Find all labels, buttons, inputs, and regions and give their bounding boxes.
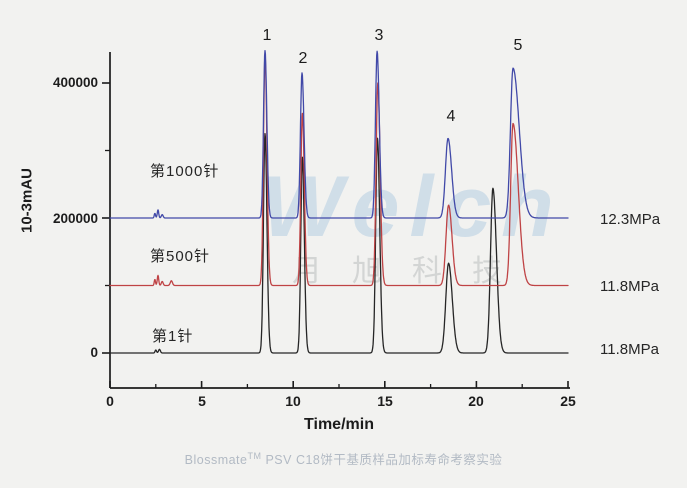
x-tick-label-0: 0 — [106, 393, 114, 409]
series-label-injection-1: 第1针 — [152, 328, 194, 345]
peak-label-1: 1 — [262, 27, 272, 44]
y-tick-label-200000: 200000 — [52, 211, 98, 226]
watermark-cjk-text: 月旭科技 — [292, 255, 532, 288]
x-tick-label-5: 5 — [198, 393, 206, 409]
peak-label-2: 2 — [298, 50, 308, 67]
trace-第500针 — [109, 55, 569, 287]
x-axis-title: Time/min — [304, 416, 374, 433]
y-axis-title: 10-3mAU — [18, 167, 36, 234]
trace-第1000针 — [109, 49, 569, 219]
x-tick-label-25: 25 — [560, 393, 576, 409]
y-tick-label-400000: 400000 — [52, 75, 98, 90]
peak-label-5: 5 — [513, 37, 523, 54]
peak-label-3: 3 — [374, 27, 384, 44]
caption-text: PSV C18饼干基质样品加标寿命考察实验 — [261, 453, 503, 467]
series-label-injection-1000: 第1000针 — [150, 163, 220, 180]
caption-brand: Blossmate — [184, 453, 248, 467]
caption-trademark: TM — [247, 450, 262, 461]
x-tick-label-20: 20 — [468, 393, 484, 409]
watermark-logo: Welch — [262, 159, 564, 255]
peak-label-4: 4 — [446, 108, 456, 125]
series-label-injection-500: 第500针 — [150, 248, 211, 265]
x-tick-label-10: 10 — [285, 393, 301, 409]
pressure-label-black-trace: 11.8MPa — [600, 341, 659, 358]
pressure-label-red-trace: 11.8MPa — [600, 278, 659, 295]
figure-caption: BlossmateTM PSV C18饼干基质样品加标寿命考察实验 — [0, 449, 687, 468]
x-tick-label-15: 15 — [377, 393, 393, 409]
pressure-label-blue-trace: 12.3MPa — [600, 211, 661, 228]
trace-第1针 — [109, 132, 569, 354]
y-tick-label-0: 0 — [90, 345, 98, 360]
